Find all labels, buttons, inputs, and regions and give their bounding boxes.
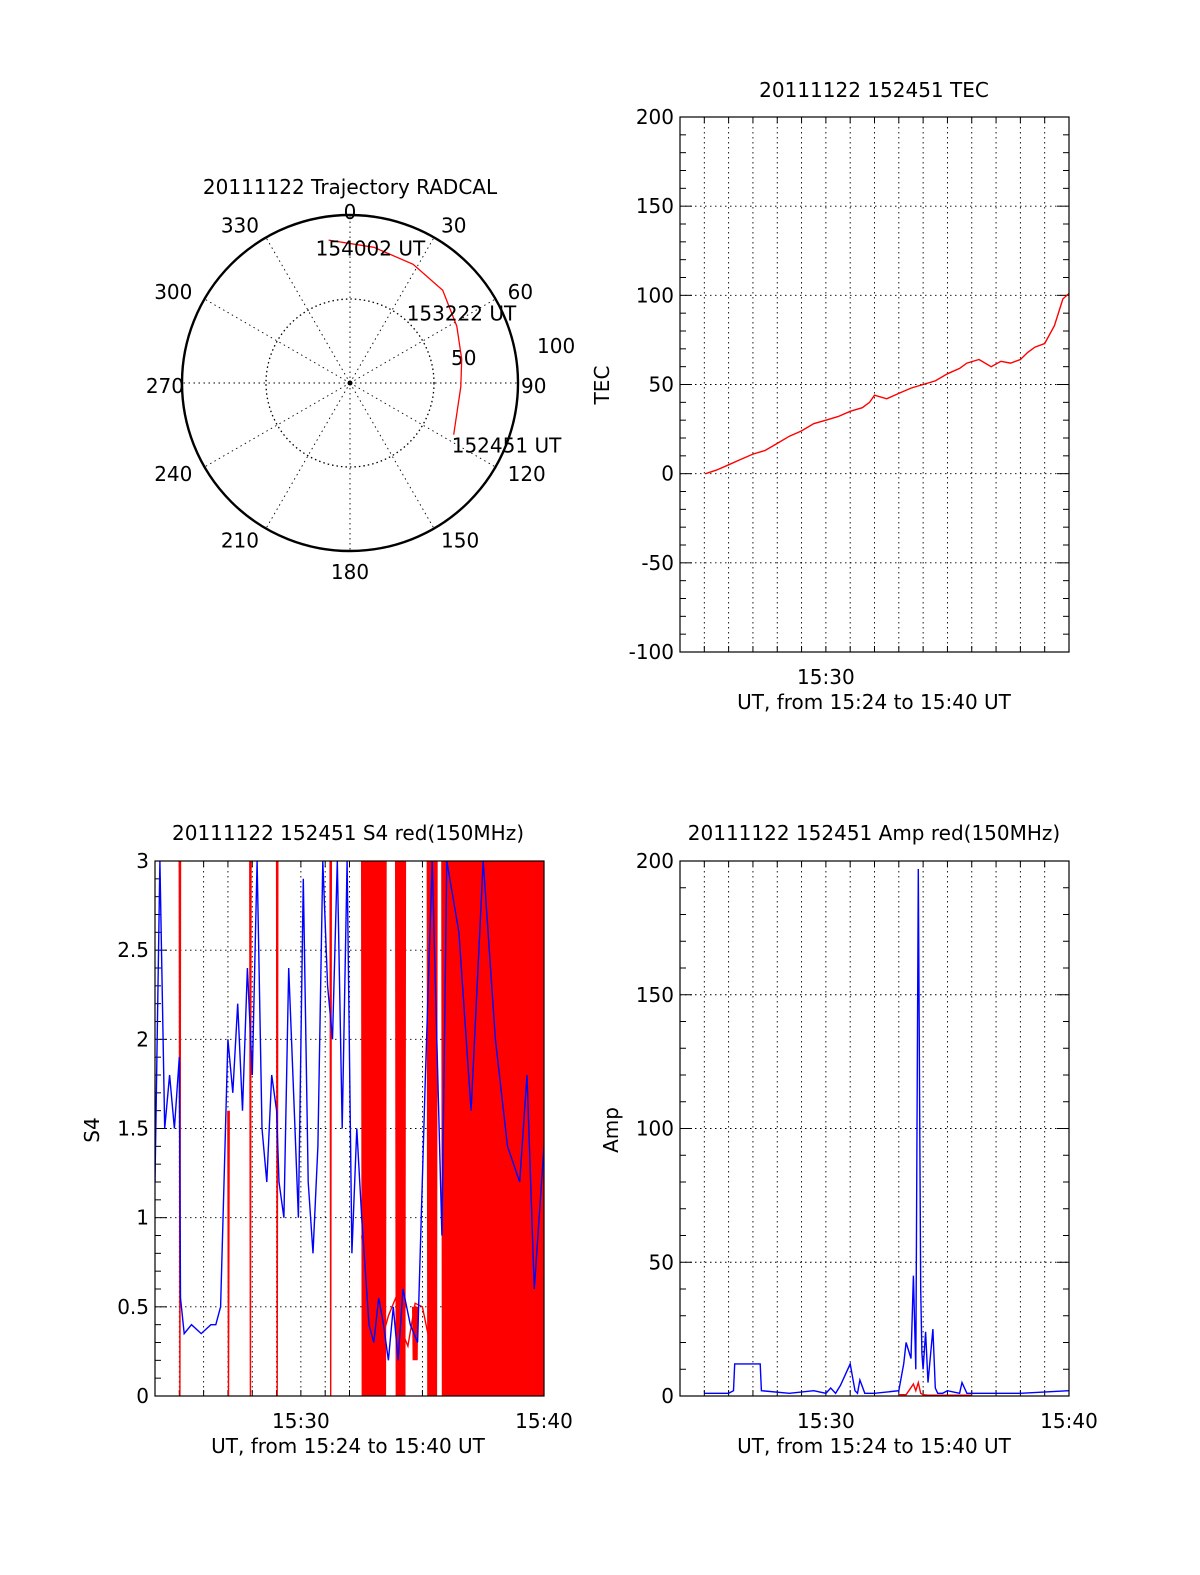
- amp-ytick-label-2: 100: [636, 1117, 674, 1141]
- tec-xlabel: UT, from 15:24 to 15:40 UT: [737, 690, 1012, 714]
- s4-xtick-label-1: 15:40: [515, 1409, 573, 1433]
- polar-spoke-330: [265, 237, 351, 384]
- s4-series-0-burst-5: [361, 861, 387, 1396]
- polar-angle-label-330: 330: [221, 213, 259, 237]
- s4-series-0-burst-1: [227, 1110, 230, 1396]
- amp-title: 20111122 152451 Amp red(150MHz): [688, 821, 1060, 845]
- s4-ylabel: S4: [80, 1117, 104, 1142]
- s4-chart-panel: 20111122 152451 S4 red(150MHz) S4 UT, fr…: [80, 821, 573, 1458]
- polar-radial-label-100: 100: [537, 334, 575, 358]
- polar-angle-label-60: 60: [508, 280, 533, 304]
- polar-trajectory-panel: 20111122 Trajectory RADCAL 0 30 60 90 120 150…: [146, 175, 575, 584]
- polar-angle-label-240: 240: [154, 462, 192, 486]
- polar-spoke-60: [349, 298, 496, 384]
- s4-series-1-line: [155, 861, 544, 1361]
- s4-series-0-burst-8: [426, 861, 438, 1396]
- tec-frame: [679, 116, 1070, 653]
- s4-frame: [154, 860, 545, 1397]
- amp-xtick-label-0: 15:30: [797, 1409, 855, 1433]
- polar-angle-label-30: 30: [441, 213, 466, 237]
- s4-plot-area: 0 0.5 1 1.5 2 2.5 3 15:30 15:40: [117, 849, 573, 1433]
- s4-series-0-burst-6: [395, 861, 407, 1396]
- s4-ytick-label-4: 2: [136, 1027, 149, 1051]
- amp-ytick-label-4: 200: [636, 849, 674, 873]
- amp-frame: [679, 860, 1070, 1397]
- amp-series-0-line: [704, 868, 1069, 1395]
- polar-angle-labels: 0 30 60 90 120 150 180 210 240 270 300 330 50 100: [146, 200, 575, 584]
- s4-series-0-burst-0: [178, 861, 182, 1396]
- tec-ytick-label-1: -50: [641, 551, 674, 575]
- amp-plot-area: 0 50 100 150 200 15:30 15:40: [636, 849, 1098, 1433]
- s4-series-0-burst-3: [275, 861, 279, 1396]
- tec-ytick-label-4: 100: [636, 283, 674, 307]
- amp-series-1-line: [898, 1379, 972, 1396]
- polar-annotation-0: 154002 UT: [316, 236, 426, 260]
- polar-outer-ring: [180, 213, 520, 553]
- tec-xtick-label-0: 15:30: [797, 665, 855, 689]
- polar-trajectory-line: [328, 239, 463, 435]
- tec-ytick-label-2: 0: [661, 462, 674, 486]
- amp-ylabel: Amp: [599, 1107, 623, 1153]
- polar-annotation-1: 153222 UT: [407, 301, 517, 325]
- polar-annotation-2: 152451 UT: [452, 434, 562, 458]
- amp-series-group: [704, 868, 1069, 1396]
- s4-xtick-label-0: 15:30: [272, 1409, 330, 1433]
- s4-series-0-burst-2: [249, 861, 252, 1396]
- s4-ytick-label-2: 1: [136, 1206, 149, 1230]
- polar-angle-label-180: 180: [331, 560, 369, 584]
- amp-xlabel: UT, from 15:24 to 15:40 UT: [737, 1434, 1012, 1458]
- polar-center: [347, 380, 353, 386]
- amp-ytick-label-0: 0: [661, 1384, 674, 1408]
- polar-angle-label-210: 210: [221, 529, 259, 553]
- s4-ytick-label-1: 0.5: [117, 1295, 149, 1319]
- polar-ring-0: [265, 298, 435, 468]
- polar-spoke-120: [349, 382, 496, 468]
- tec-ytick-label-0: -100: [629, 640, 674, 664]
- polar-angle-label-150: 150: [441, 529, 479, 553]
- amp-xtick-label-1: 15:40: [1040, 1409, 1098, 1433]
- tec-chart-panel: 20111122 152451 TEC TEC UT, from 15:24 t…: [590, 78, 1070, 714]
- tec-ytick-label-5: 150: [636, 194, 674, 218]
- s4-ytick-label-6: 3: [136, 849, 149, 873]
- s4-series-group: [155, 861, 544, 1396]
- polar-grid: [180, 213, 520, 553]
- polar-spoke-300: [204, 298, 351, 384]
- polar-angle-label-90: 90: [521, 374, 546, 398]
- polar-angle-label-0: 0: [344, 200, 357, 224]
- tec-series-group: [705, 292, 1069, 475]
- tec-ytick-label-3: 50: [649, 373, 674, 397]
- polar-angle-label-300: 300: [154, 280, 192, 304]
- s4-ytick-label-3: 1.5: [117, 1117, 149, 1141]
- polar-angle-label-270: 270: [146, 374, 184, 398]
- s4-xlabel: UT, from 15:24 to 15:40 UT: [211, 1434, 486, 1458]
- polar-spoke-150: [349, 382, 435, 529]
- tec-title: 20111122 152451 TEC: [759, 78, 989, 102]
- polar-annotations: 154002 UT 153222 UT 152451 UT: [316, 236, 562, 457]
- polar-title: 20111122 Trajectory RADCAL: [203, 175, 498, 199]
- s4-ytick-label-0: 0: [136, 1384, 149, 1408]
- tec-series-0-line: [705, 292, 1069, 475]
- polar-spoke-240: [204, 382, 351, 468]
- s4-series-0-burst-4: [329, 861, 332, 1396]
- tec-ytick-label-6: 200: [636, 105, 674, 129]
- s4-ytick-label-5: 2.5: [117, 938, 149, 962]
- polar-radial-label-50: 50: [451, 346, 476, 370]
- s4-title: 20111122 152451 S4 red(150MHz): [172, 821, 524, 845]
- amp-ytick-label-1: 50: [649, 1250, 674, 1274]
- polar-angle-label-120: 120: [508, 462, 546, 486]
- amp-chart-panel: 20111122 152451 Amp red(150MHz) Amp UT, …: [599, 821, 1098, 1458]
- amp-ytick-label-3: 150: [636, 983, 674, 1007]
- tec-plot-area: -100 -50 0 50 100 150 200 15:30: [629, 105, 1070, 689]
- polar-trajectory: [328, 239, 463, 435]
- polar-spoke-30: [349, 237, 435, 384]
- tec-ylabel: TEC: [590, 366, 614, 406]
